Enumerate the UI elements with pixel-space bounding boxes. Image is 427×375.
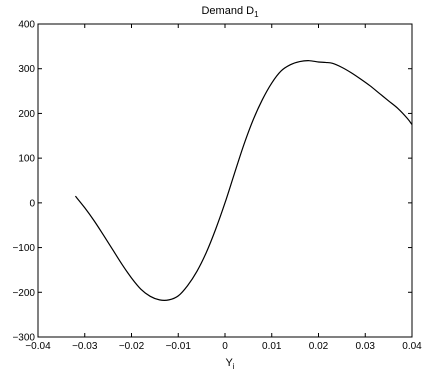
chart-title: Demand D1	[201, 5, 259, 19]
demand-curve-line	[74, 60, 413, 301]
x-tick-label: −0.02	[119, 341, 145, 352]
x-axis: −0.04 −0.03 −0.02 −0.01 0 0.01 0.02 0.03 0.04	[25, 24, 422, 352]
y-tick-label: 200	[18, 109, 35, 120]
x-tick-label: 0.02	[309, 341, 329, 352]
y-tick-label: 300	[18, 64, 35, 75]
plot-area-frame	[37, 23, 413, 338]
y-tick-label: −100	[12, 243, 35, 254]
x-axis-label: Yi	[225, 357, 234, 371]
y-axis: −300 −200 −100 0 100 200 300 400	[12, 20, 412, 344]
x-tick-label: 0.04	[402, 341, 422, 352]
y-tick-label: −200	[12, 288, 35, 299]
y-tick-label: 100	[18, 154, 35, 165]
y-tick-label: −300	[12, 333, 35, 344]
x-tick-label: 0.01	[262, 341, 282, 352]
y-tick-label: 400	[18, 20, 35, 31]
x-tick-label: −0.01	[166, 341, 192, 352]
x-tick-label: −0.03	[72, 341, 98, 352]
x-tick-label: −0.04	[25, 341, 51, 352]
x-tick-label: 0	[222, 341, 228, 352]
y-tick-label: 0	[29, 198, 35, 209]
x-tick-label: 0.03	[356, 341, 376, 352]
